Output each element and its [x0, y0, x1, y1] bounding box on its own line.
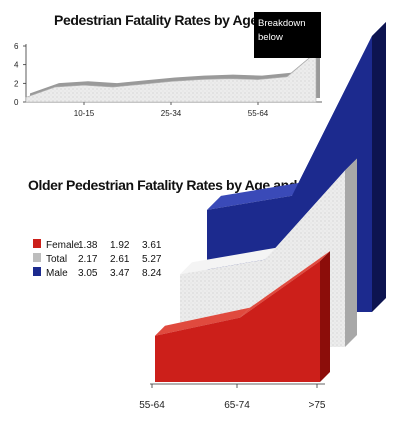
legend-label-female: Female [46, 240, 80, 251]
breakdown-callout: Breakdown below [254, 12, 321, 58]
legend-value: 8.24 [142, 268, 162, 279]
bottom-chart-axis: 55-64 65-74 >75 [139, 383, 326, 411]
legend-value: 5.27 [142, 254, 162, 265]
legend-label-total: Total [46, 254, 67, 265]
callout-line-1: Breakdown [258, 18, 306, 29]
series-side-face [320, 251, 330, 382]
series-top-face [155, 307, 250, 336]
series-top-face [240, 251, 330, 318]
legend-value: 1.38 [78, 240, 98, 251]
series-side-face [372, 21, 386, 313]
bottom-x-tick-label: >75 [309, 400, 326, 411]
bottom-x-tick-label: 55-64 [139, 400, 165, 411]
bottom-chart-series [155, 21, 386, 382]
top-y-tick-label: 0 [14, 98, 19, 107]
top-x-tick-label: 10-15 [74, 109, 95, 118]
legend-value: 2.61 [110, 254, 130, 265]
top-y-tick-label: 6 [14, 42, 19, 51]
legend-label-male: Male [46, 268, 68, 279]
series-female [155, 251, 330, 382]
top-chart-title: Pedestrian Fatality Rates by Age [54, 12, 258, 28]
legend-value: 3.47 [110, 268, 130, 279]
top-area-chart: Pedestrian Fatality Rates by Age 0 2 4 6 10-… [14, 12, 322, 118]
bottom-x-tick-label: 65-74 [224, 400, 250, 411]
top-y-tick-label: 4 [14, 61, 19, 70]
series-side-face [345, 158, 357, 347]
legend-value: 2.17 [78, 254, 98, 265]
bottom-chart-title: Older Pedestrian Fatality Rates by Age a… [28, 177, 325, 193]
bottom-3d-area-chart: Older Pedestrian Fatality Rates by Age a… [28, 21, 386, 411]
callout-box [254, 12, 321, 58]
legend-swatch-total [33, 253, 41, 262]
callout-line-2: below [258, 32, 283, 43]
top-y-tick-label: 2 [14, 79, 19, 88]
series-top-face [180, 247, 277, 275]
series-front-face [155, 261, 320, 382]
legend-swatch-female [33, 239, 41, 248]
top-x-tick-label: 25-34 [161, 109, 182, 118]
legend-value: 3.05 [78, 268, 98, 279]
top-x-tick-label: 55-64 [248, 109, 269, 118]
legend-value: 1.92 [110, 240, 130, 251]
legend-swatch-male [33, 267, 41, 276]
series-top-face [207, 181, 306, 210]
legend-value: 3.61 [142, 240, 162, 251]
